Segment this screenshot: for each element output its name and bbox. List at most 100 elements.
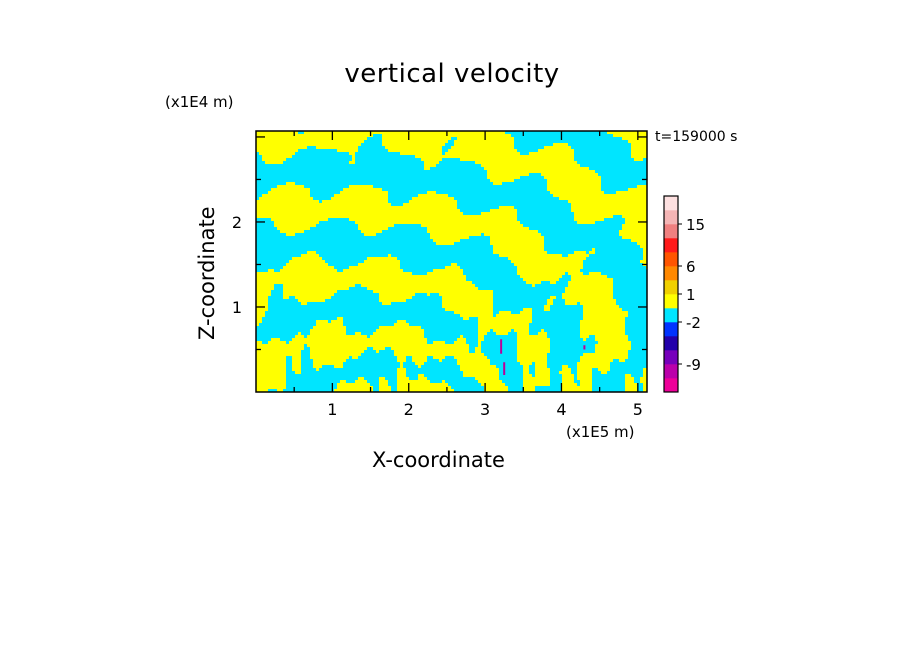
field-cell (481, 137, 485, 141)
field-cell (481, 149, 485, 153)
field-cell (325, 188, 329, 192)
field-cell (514, 203, 518, 207)
field-cell (508, 143, 512, 147)
field-cell (349, 188, 353, 192)
field-cell (376, 155, 380, 159)
field-cell (472, 173, 476, 177)
field-cell (403, 179, 407, 183)
field-cell (397, 134, 401, 138)
field-cell (457, 164, 461, 168)
field-cell (445, 224, 449, 228)
field-cell (418, 209, 422, 213)
field-cell (319, 227, 323, 231)
field-cell (619, 164, 623, 168)
field-cell (412, 137, 416, 141)
field-cell (370, 233, 374, 237)
field-cell (433, 218, 437, 222)
field-cell (613, 200, 617, 204)
field-cell (361, 197, 365, 201)
field-cell (355, 188, 359, 192)
field-cell (385, 221, 389, 225)
field-cell (379, 176, 383, 180)
field-cell (400, 134, 404, 138)
field-cell (457, 146, 461, 150)
field-cell (595, 179, 599, 183)
field-cell (409, 230, 413, 234)
field-cell (376, 224, 380, 228)
field-cell (586, 200, 590, 204)
field-cell (427, 131, 431, 135)
field-cell (316, 182, 320, 186)
field-cell (487, 239, 491, 243)
field-cell (388, 206, 392, 210)
field-cell (547, 212, 551, 216)
field-cell (352, 155, 356, 159)
field-cell (370, 188, 374, 192)
field-cell (259, 170, 263, 174)
field-cell (562, 218, 566, 222)
field-cell (529, 167, 533, 171)
field-cell (532, 137, 536, 141)
field-cell (613, 143, 617, 147)
field-cell (589, 221, 593, 225)
field-cell (487, 173, 491, 177)
field-cell (610, 212, 614, 216)
field-cell (355, 155, 359, 159)
field-cell (493, 206, 497, 210)
field-cell (556, 200, 560, 204)
field-cell (361, 191, 365, 195)
field-cell (634, 185, 638, 189)
field-cell (616, 215, 620, 219)
field-cell (442, 218, 446, 222)
field-cell (610, 206, 614, 210)
field-cell (349, 167, 353, 171)
field-cell (463, 149, 467, 153)
field-cell (451, 209, 455, 213)
field-cell (478, 140, 482, 144)
field-cell (277, 152, 281, 156)
field-cell (442, 236, 446, 240)
field-cell (379, 188, 383, 192)
field-cell (277, 224, 281, 228)
field-cell (457, 134, 461, 138)
field-cell (256, 242, 260, 246)
field-cell (430, 233, 434, 237)
field-cell (286, 185, 290, 189)
field-cell (454, 167, 458, 171)
field-cell (316, 161, 320, 165)
field-cell (394, 134, 398, 138)
field-cell (538, 200, 542, 204)
field-cell (643, 143, 647, 147)
field-cell (358, 179, 362, 183)
field-cell (331, 170, 335, 174)
field-cell (442, 203, 446, 207)
field-cell (280, 197, 284, 201)
field-cell (448, 146, 452, 150)
field-cell (499, 185, 503, 189)
field-cell (316, 149, 320, 153)
field-cell (547, 140, 551, 144)
field-cell (346, 221, 350, 225)
field-cell (265, 221, 269, 225)
field-cell (490, 206, 494, 210)
field-cell (466, 230, 470, 234)
field-cell (352, 158, 356, 162)
field-cell (604, 155, 608, 159)
field-cell (532, 239, 536, 243)
field-cell (313, 206, 317, 210)
field-cell (589, 200, 593, 204)
field-cell (559, 221, 563, 225)
field-cell (631, 230, 635, 234)
field-cell (553, 215, 557, 219)
field-cell (415, 158, 419, 162)
field-cell (586, 134, 590, 138)
field-cell (379, 179, 383, 183)
field-cell (265, 215, 269, 219)
field-cell (391, 140, 395, 144)
field-cell (403, 194, 407, 198)
field-cell (406, 194, 410, 198)
field-cell (487, 137, 491, 141)
field-cell (514, 149, 518, 153)
field-cell (412, 140, 416, 144)
field-cell (445, 242, 449, 246)
